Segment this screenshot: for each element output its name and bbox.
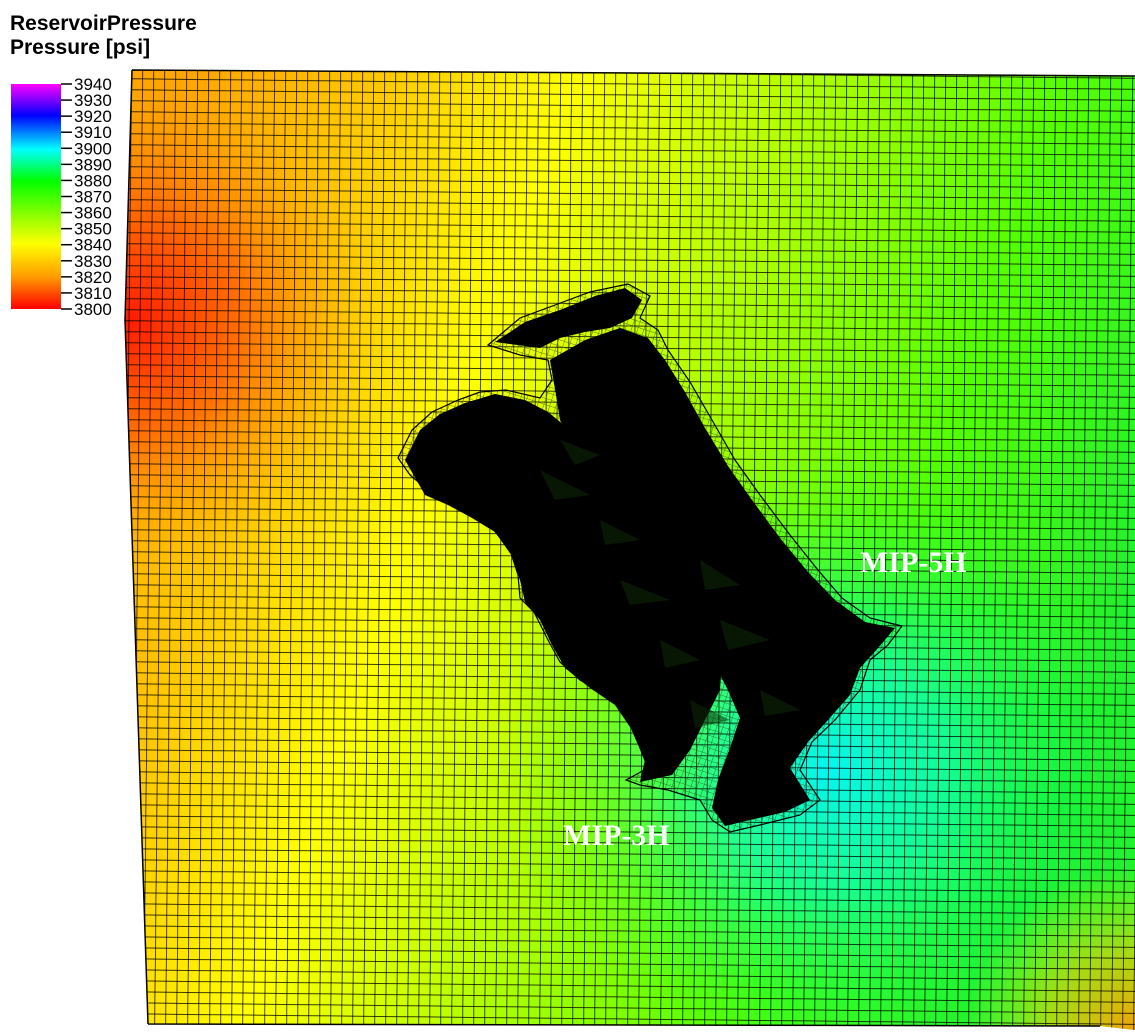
colorbar-tick-label: 3860	[74, 204, 112, 223]
well-label-mip-3h: MIP-3H	[563, 819, 670, 852]
colorbar-tick-label: 3870	[74, 188, 112, 207]
fracture-fingers	[540, 440, 800, 728]
colorbar-tick-label: 3830	[74, 252, 112, 271]
well-label-mip-5h: MIP-5H	[860, 546, 967, 579]
colorbar-tick-label: 3900	[74, 139, 112, 158]
colorbar-tick-label: 3920	[74, 107, 112, 126]
fracture-core-north	[495, 288, 642, 348]
colorbar-tick-label: 3800	[74, 300, 112, 319]
colorbar-tick-label: 3810	[74, 284, 112, 303]
colorbar-tick-label: 3940	[74, 75, 112, 94]
colorbar-ticks: 3940393039203910390038903880387038603850…	[61, 75, 112, 319]
color-legend: 3940393039203910390038903880387038603850…	[11, 75, 112, 319]
colorbar-tick-label: 3820	[74, 268, 112, 287]
legend-title-unit: Pressure [psi]	[10, 36, 151, 59]
colorbar-tick-label: 3930	[74, 91, 112, 110]
colorbar-tick-label: 3910	[74, 123, 112, 142]
grid-boundary	[124, 69, 1135, 1027]
colorbar-tick-label: 3880	[74, 171, 112, 190]
legend-title: ReservoirPressure Pressure [psi]	[10, 12, 197, 60]
colorbar-tick-label: 3890	[74, 155, 112, 174]
colorbar-gradient	[11, 84, 61, 309]
legend-title-property: ReservoirPressure	[10, 12, 197, 35]
fracture-core-west	[405, 394, 722, 782]
stimulated-fracture-zone	[397, 283, 904, 833]
colorbar-tick-label: 3850	[74, 220, 112, 239]
colorbar-tick-label: 3840	[74, 236, 112, 255]
